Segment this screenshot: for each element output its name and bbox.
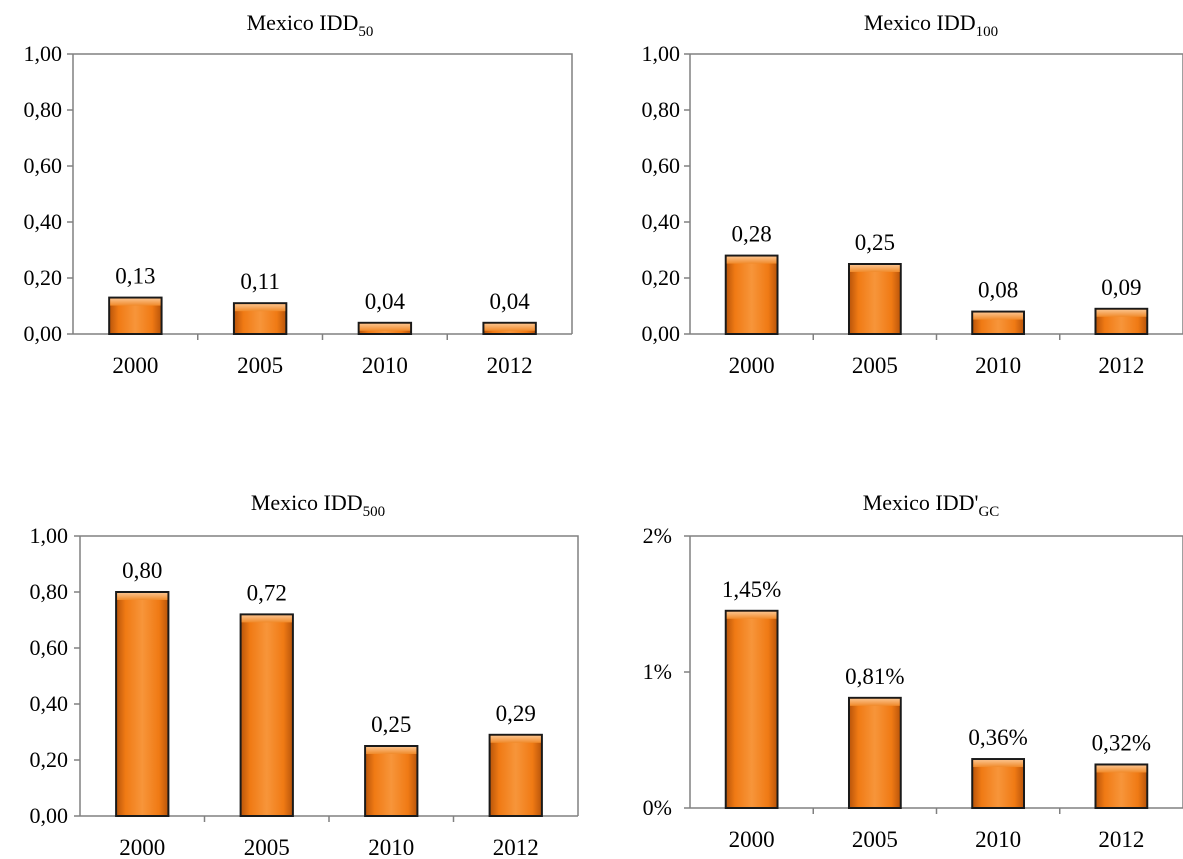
data-label: 0,04 (490, 289, 531, 314)
data-label: 0,32% (1092, 730, 1151, 755)
x-tick-label: 2000 (729, 353, 775, 378)
y-tick-label: 0,80 (24, 97, 63, 122)
bar-bevel (973, 312, 1024, 320)
y-tick-label: 0,40 (24, 209, 63, 234)
y-tick-label: 0% (643, 795, 672, 820)
data-label: 0,13 (115, 264, 155, 289)
bar-bevel (241, 615, 292, 623)
y-tick-label: 0,20 (30, 747, 69, 772)
y-tick-label: 0,60 (24, 153, 63, 178)
bar (847, 263, 902, 335)
x-tick-label: 2000 (119, 835, 165, 859)
plot-frame (80, 535, 579, 816)
y-tick-label: 0,00 (24, 321, 63, 346)
x-tick-label: 2005 (852, 827, 898, 852)
chart-title: Mexico IDD100 (864, 10, 998, 40)
bar-bevel (110, 298, 161, 306)
y-tick-label: 0,00 (642, 321, 681, 346)
y-tick-label: 0,60 (642, 153, 681, 178)
plot-frame (690, 535, 1183, 808)
x-tick-label: 2012 (487, 353, 533, 378)
bar-bevel (484, 323, 535, 331)
data-label: 0,11 (240, 269, 279, 294)
x-tick-label: 2010 (368, 835, 414, 859)
bar (724, 254, 779, 336)
data-label: 0,36% (968, 725, 1027, 750)
y-tick-label: 0,40 (642, 209, 681, 234)
bar (847, 696, 902, 810)
bar (724, 609, 779, 809)
chart-title: Mexico IDD'GC (863, 490, 1000, 520)
y-tick-label: 2% (643, 523, 672, 548)
y-tick-label: 0,80 (30, 579, 69, 604)
y-tick-label: 1,00 (642, 41, 681, 66)
bar (115, 591, 170, 817)
data-label: 0,08 (978, 278, 1018, 303)
bar (239, 613, 294, 818)
x-tick-label: 2005 (852, 353, 898, 378)
bar-bevel (849, 265, 900, 272)
y-tick-label: 0,40 (30, 691, 69, 716)
bar-bevel (1096, 765, 1147, 773)
bar-bevel (1096, 309, 1147, 317)
x-tick-label: 2012 (1098, 353, 1144, 378)
bar (488, 733, 543, 817)
x-tick-label: 2012 (493, 835, 539, 859)
y-tick-label: 0,20 (642, 265, 681, 290)
bar-bevel (366, 747, 417, 754)
bar-bevel (849, 698, 900, 706)
data-label: 0,25 (371, 712, 411, 737)
x-tick-label: 2010 (362, 353, 408, 378)
data-label: 0,09 (1101, 275, 1141, 300)
y-tick-label: 0,00 (30, 803, 69, 828)
data-label: 1,45% (722, 577, 781, 602)
x-tick-label: 2000 (112, 353, 158, 378)
data-label: 0,81% (845, 664, 904, 689)
bar-bevel (490, 735, 541, 743)
y-tick-label: 1,00 (30, 523, 69, 548)
y-tick-label: 0,60 (30, 635, 69, 660)
data-label: 0,25 (855, 230, 895, 255)
chart-panel-idd100: Mexico IDD100 0,00 0,20 0,40 0,60 0,80 1,00 0,… (642, 10, 1183, 378)
chart-panel-iddgc: Mexico IDD'GC 0% 1% 2% 1,45% 2000 0,81% 2005 0,… (643, 490, 1183, 852)
y-tick-label: 1,00 (24, 41, 63, 66)
x-tick-label: 2012 (1098, 827, 1144, 852)
x-tick-label: 2005 (244, 835, 290, 859)
data-label: 0,29 (496, 701, 536, 726)
bar (364, 745, 419, 817)
bar (971, 758, 1026, 809)
bar-bevel (117, 593, 168, 600)
chart-title: Mexico IDD500 (251, 490, 385, 520)
x-tick-label: 2010 (975, 827, 1021, 852)
chart-title: Mexico IDD50 (247, 10, 374, 40)
x-tick-label: 2005 (237, 353, 283, 378)
y-tick-label: 0,20 (24, 265, 63, 290)
data-label: 0,72 (247, 580, 287, 605)
plot-frame (73, 53, 573, 334)
bar-bevel (726, 611, 777, 619)
bar-bevel (973, 760, 1024, 768)
data-label: 0,80 (122, 558, 162, 583)
y-tick-label: 0,80 (642, 97, 681, 122)
y-tick-label: 1% (643, 659, 672, 684)
plot-frame (690, 53, 1183, 334)
data-label: 0,04 (365, 289, 406, 314)
data-label: 0,28 (732, 222, 772, 247)
bar-bevel (726, 256, 777, 264)
chart-panel-idd500: Mexico IDD500 0,00 0,20 0,40 0,60 0,80 1,00 0,… (30, 490, 579, 859)
x-tick-label: 2010 (975, 353, 1021, 378)
bar-bevel (234, 304, 286, 312)
chart-panel-idd50: Mexico IDD50 0,00 0,20 0,40 0,60 0,80 1,00 0,1… (24, 10, 573, 378)
bar-bevel (359, 323, 411, 331)
x-tick-label: 2000 (729, 827, 775, 852)
